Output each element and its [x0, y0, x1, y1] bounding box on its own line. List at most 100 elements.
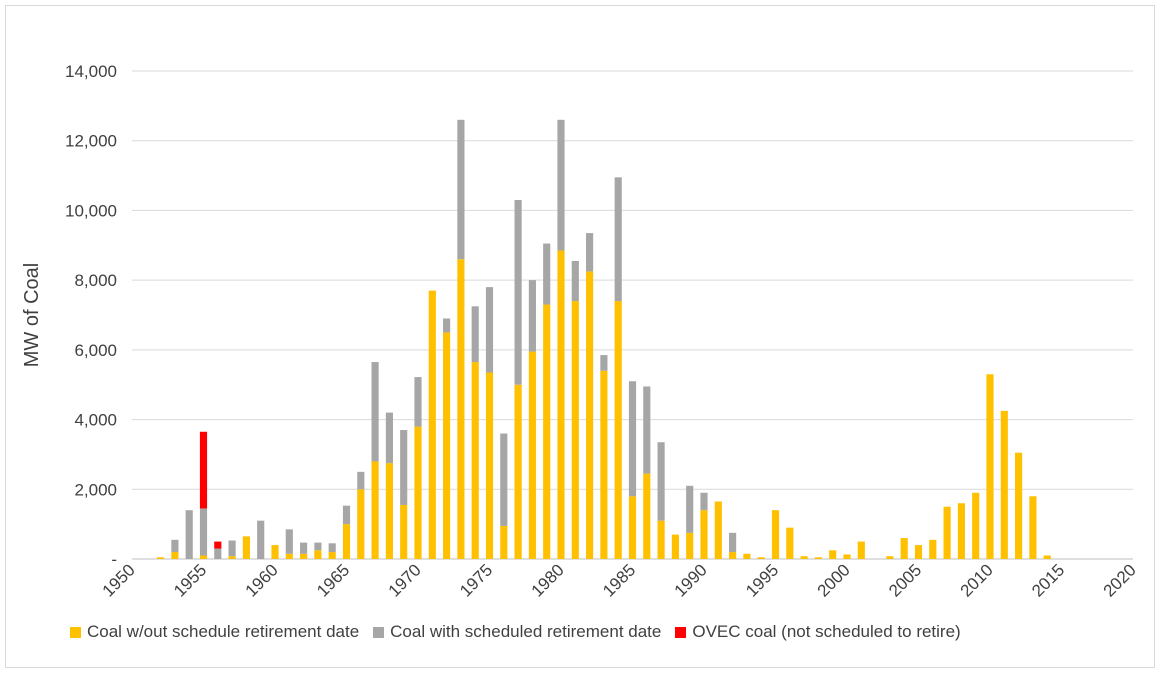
bar-no-schedule: [600, 370, 608, 559]
bar-scheduled: [285, 529, 293, 554]
bar-scheduled: [485, 287, 494, 373]
bar-scheduled: [700, 492, 708, 511]
x-tick-label: 1985: [599, 560, 639, 600]
bar-scheduled: [614, 177, 622, 302]
bar-no-schedule: [371, 461, 379, 559]
x-tick-label: 1980: [528, 560, 568, 600]
bar-no-schedule: [285, 553, 293, 559]
bar-no-schedule: [314, 550, 322, 559]
bar-no-schedule: [943, 506, 951, 559]
bar-no-schedule: [886, 556, 894, 559]
bar-no-schedule: [500, 525, 508, 559]
bar-no-schedule: [485, 372, 494, 559]
bar-scheduled: [528, 280, 536, 352]
bar-no-schedule: [157, 557, 165, 559]
bar-no-schedule: [929, 539, 937, 559]
x-tick-label: 1975: [456, 560, 496, 600]
bar-scheduled: [557, 119, 565, 251]
y-tick-label: 6,000: [74, 341, 117, 360]
x-tick-label: 1995: [742, 560, 782, 600]
bar-no-schedule: [199, 555, 208, 559]
bar-no-schedule: [471, 362, 479, 559]
bar-no-schedule: [571, 301, 579, 559]
x-tick-label: 2015: [1028, 560, 1068, 600]
bar-no-schedule: [671, 534, 679, 559]
bar-no-schedule: [385, 463, 393, 559]
x-tick-label: 1950: [99, 560, 139, 600]
x-tick-label: 1965: [313, 560, 353, 600]
bar-scheduled: [357, 471, 365, 490]
bar-scheduled: [328, 543, 336, 553]
bar-no-schedule: [729, 552, 737, 559]
bar-no-schedule: [757, 557, 765, 559]
bar-no-schedule: [586, 271, 594, 559]
legend-label-scheduled: Coal with scheduled retirement date: [390, 622, 662, 641]
bar-scheduled: [257, 520, 265, 559]
bar-no-schedule: [457, 259, 465, 559]
bar-no-schedule: [300, 553, 308, 559]
bar-no-schedule: [242, 536, 250, 559]
bar-no-schedule: [657, 520, 665, 559]
bar-scheduled: [342, 505, 351, 525]
bar-no-schedule: [771, 510, 780, 559]
legend-label-no-schedule: Coal w/out schedule retirement date: [87, 622, 360, 641]
y-tick-label: -: [111, 550, 117, 569]
bar-scheduled: [471, 306, 479, 363]
bar-scheduled: [457, 119, 465, 260]
y-tick-label: 8,000: [74, 271, 117, 290]
bar-no-schedule: [914, 545, 923, 559]
bar-no-schedule: [557, 250, 565, 559]
bar-no-schedule: [986, 374, 994, 559]
bar-no-schedule: [643, 473, 651, 559]
bar-no-schedule: [528, 351, 536, 559]
bar-no-schedule: [814, 557, 822, 559]
bar-no-schedule: [1015, 452, 1023, 559]
x-tick-label: 1960: [242, 560, 282, 600]
bar-no-schedule: [700, 510, 708, 559]
bar-no-schedule: [900, 538, 908, 559]
x-tick-label: 2005: [885, 560, 925, 600]
legend-item-scheduled: Coal with scheduled retirement date: [373, 622, 661, 642]
x-tick-label: 1990: [671, 560, 711, 600]
bar-scheduled: [300, 542, 308, 554]
bar-scheduled: [600, 355, 608, 371]
legend: Coal w/out schedule retirement date Coal…: [70, 622, 961, 642]
bar-scheduled: [199, 508, 208, 556]
legend-item-ovec: OVEC coal (not scheduled to retire): [675, 622, 961, 642]
bar-scheduled: [214, 548, 222, 559]
bar-no-schedule: [714, 501, 722, 559]
bar-scheduled: [400, 430, 408, 505]
bar-no-schedule: [1029, 496, 1037, 559]
bar-no-schedule: [829, 550, 837, 559]
bar-scheduled: [443, 318, 451, 333]
y-tick-label: 14,000: [65, 62, 117, 81]
legend-swatch-no-schedule: [70, 626, 81, 638]
bar-scheduled: [500, 433, 508, 526]
bar-no-schedule: [614, 301, 622, 559]
legend-label-ovec: OVEC coal (not scheduled to retire): [692, 622, 961, 641]
bar-scheduled: [643, 386, 651, 474]
bar-no-schedule: [686, 532, 694, 559]
bar-scheduled: [171, 539, 179, 553]
x-tick-label: 1970: [385, 560, 425, 600]
y-axis-label: MW of Coal: [21, 263, 43, 367]
bar-no-schedule: [743, 553, 751, 559]
bar-no-schedule: [800, 556, 808, 559]
bar-no-schedule: [271, 545, 279, 559]
bar-no-schedule: [342, 524, 351, 559]
bar-no-schedule: [414, 426, 422, 559]
bar-no-schedule: [228, 556, 236, 559]
bar-scheduled: [729, 532, 737, 553]
bar-no-schedule: [1000, 410, 1008, 559]
bar-no-schedule: [443, 332, 451, 559]
bar-no-schedule: [972, 492, 980, 559]
y-tick-label: 10,000: [65, 201, 117, 220]
bar-no-schedule: [628, 496, 637, 559]
bar-no-schedule: [400, 504, 408, 559]
bar-ovec: [214, 541, 222, 549]
bar-ovec: [199, 431, 208, 509]
x-tick-label: 2000: [814, 560, 854, 600]
x-tick-label: 2010: [957, 560, 997, 600]
bar-scheduled: [586, 233, 594, 272]
bar-no-schedule: [543, 304, 551, 559]
